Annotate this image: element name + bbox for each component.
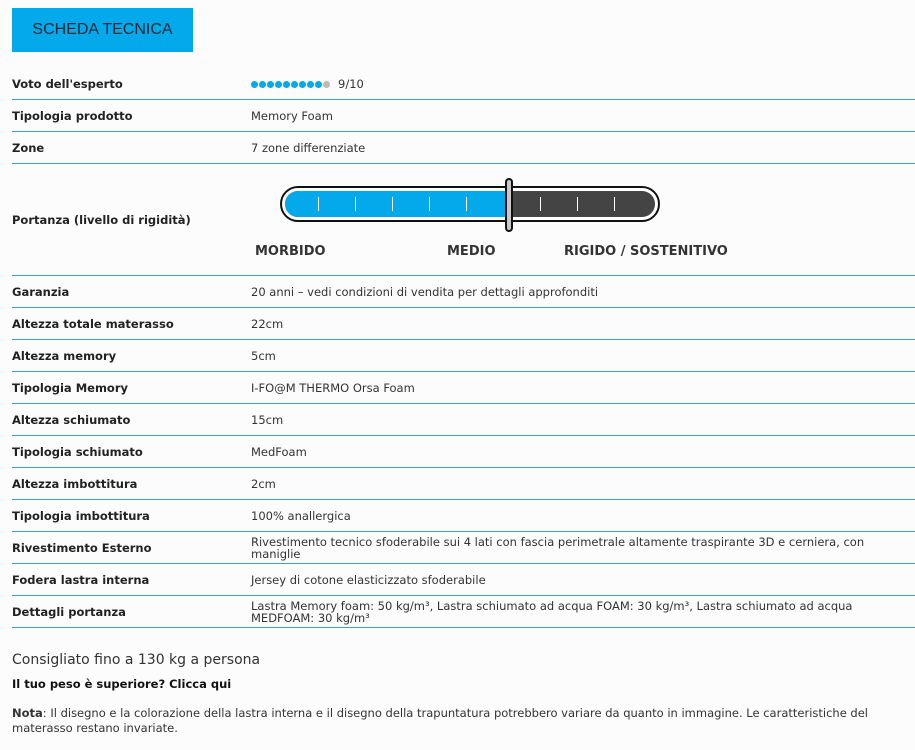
table-row: Altezza memory 5cm [12,340,915,372]
spec-table: Voto dell'esperto 9/10 Tipologia prodott… [12,68,915,628]
label-medio: MEDIO [447,244,496,259]
row-label: Dettagli portanza [12,604,126,619]
slider-tick [540,197,542,211]
note-label: Nota [12,706,43,720]
rating-dot [259,80,266,88]
table-row: Tipologia Memory I-FO@M THERMO Orsa Foam [12,372,915,404]
rating-dot [275,80,282,88]
table-row: Rivestimento Esterno Rivestimento tecnico… [12,532,915,564]
rating-dot [323,80,330,88]
row-value: 5cm [251,348,276,363]
row-value: MedFoam [251,444,307,459]
slider-tick [392,197,394,211]
row-value: 20 anni – vedi condizioni di vendita per… [251,284,599,299]
firmness-track [285,191,655,217]
table-row: Tipologia imbottitura 100% anallergica [12,500,915,532]
rating-dot [299,80,306,88]
heavier-weight-link[interactable]: Il tuo peso è superiore? Clicca qui [12,677,232,691]
label-rigido: RIGIDO / SOSTENITIVO [564,244,728,259]
slider-tick [355,197,357,211]
row-label: Portanza (livello di rigidità) [12,212,191,227]
note-text: : Il disegno e la colorazione della last… [12,706,869,735]
row-value: Memory Foam [251,108,333,123]
slider-tick [429,197,431,211]
slider-tick [318,197,320,211]
row-value: Lastra Memory foam: 50 kg/m³, Lastra sch… [251,598,853,625]
rating-dot [283,80,290,88]
row-value: 2cm [251,476,276,491]
table-row: Tipologia schiumato MedFoam [12,436,915,468]
row-label: Tipologia schiumato [12,444,143,459]
row-label: Zone [12,140,45,155]
row-label: Voto dell'esperto [12,76,123,91]
row-value: Jersey di cotone elasticizzato sfoderabi… [251,572,486,587]
table-row: Zone 7 zone differenziate [12,132,915,164]
row-label: Tipologia prodotto [12,108,133,123]
row-value: 15cm [251,412,284,427]
table-row-firmness: Portanza (livello di rigidità) MORBIDO M… [12,164,915,276]
table-row: Garanzia 20 anni – vedi condizioni di ven… [12,276,915,308]
firmness-fill [285,191,507,217]
row-value: Rivestimento tecnico sfoderabile sui 4 l… [251,534,865,561]
row-label: Rivestimento Esterno [12,540,152,555]
row-label: Altezza schiumato [12,412,131,427]
weight-recommendation: Consigliato fino a 130 kg a persona [12,652,261,668]
label-morbido: MORBIDO [255,244,326,259]
note: Nota: Il disegno e la colorazione della … [12,706,912,736]
row-value: 7 zone differenziate [251,140,366,155]
row-label: Tipologia imbottitura [12,508,150,523]
slider-tick [577,197,579,211]
slider-tick [466,197,468,211]
table-row: Tipologia prodotto Memory Foam [12,100,915,132]
rating-dot [315,80,322,88]
row-label: Altezza imbottitura [12,476,138,491]
row-value: 100% anallergica [251,508,351,523]
row-value: 22cm [251,316,284,331]
scheda-tecnica-header: SCHEDA TECNICA [12,8,193,52]
table-row: Fodera lastra interna Jersey di cotone el… [12,564,915,596]
table-row: Dettagli portanza Lastra Memory foam: 50 … [12,596,915,628]
table-row-rating: Voto dell'esperto 9/10 [12,68,915,100]
row-label: Altezza totale materasso [12,316,174,331]
slider-tick [614,197,616,211]
rating-dot [251,80,258,88]
row-label: Garanzia [12,284,70,299]
table-row: Altezza schiumato 15cm [12,404,915,436]
firmness-thumb [504,178,513,232]
row-value: I-FO@M THERMO Orsa Foam [251,380,415,395]
rating-dot [307,80,314,88]
row-label: Tipologia Memory [12,380,128,395]
rating-dot [291,80,298,88]
rating-dots [251,80,330,88]
rating-dot [267,80,274,88]
firmness-slider [280,178,660,232]
table-row: Altezza imbottitura 2cm [12,468,915,500]
row-label: Altezza memory [12,348,117,363]
table-row: Altezza totale materasso 22cm [12,308,915,340]
row-label: Fodera lastra interna [12,572,150,587]
rating-text: 9/10 [338,76,364,91]
